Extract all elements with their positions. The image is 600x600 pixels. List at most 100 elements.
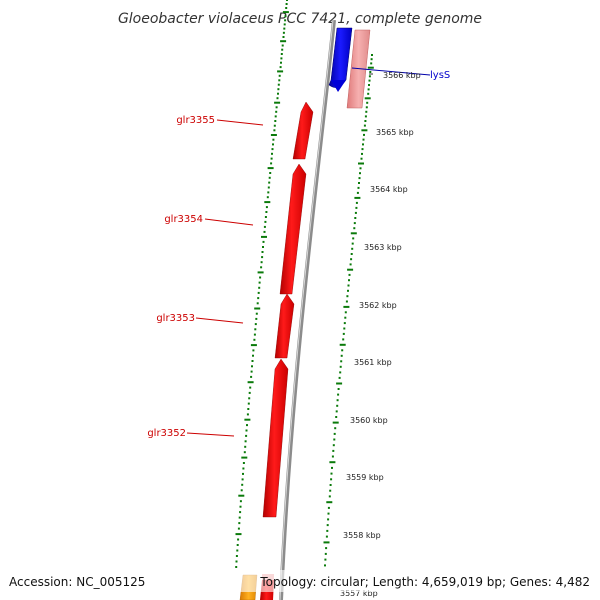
- gc-dot: [283, 23, 286, 26]
- gc-dot: [285, 3, 288, 5]
- gc-dot: [262, 240, 265, 243]
- gc-dot: [358, 162, 364, 165]
- gc-dot: [342, 338, 345, 341]
- gc-dot: [341, 349, 344, 352]
- label-glr3355[interactable]: glr3355: [176, 115, 215, 126]
- gc-dot: [370, 58, 373, 61]
- gc-dot: [241, 456, 248, 459]
- gc-dot: [244, 440, 247, 443]
- gc-dot: [284, 19, 287, 22]
- gc-dot: [273, 124, 276, 127]
- gc-dot: [244, 445, 247, 448]
- gc-dot: [250, 370, 253, 373]
- gc-dot: [328, 495, 331, 498]
- gc-dot: [329, 484, 332, 486]
- gc-dot: [354, 217, 357, 219]
- gc-dot: [327, 518, 330, 521]
- gc-dot: [330, 472, 333, 475]
- gc-dot: [368, 79, 371, 82]
- label-glr3352[interactable]: glr3352: [147, 428, 186, 439]
- gc-dot: [281, 44, 284, 47]
- gc-dot: [357, 186, 360, 189]
- gc-dot: [264, 220, 267, 223]
- gc-dot: [361, 129, 368, 132]
- gc-dot: [273, 129, 276, 132]
- gc-dot: [338, 376, 341, 379]
- gc-dot: [263, 230, 266, 233]
- gc-dot: [332, 449, 335, 452]
- gc-dot: [358, 182, 360, 184]
- gc-dot: [327, 506, 330, 509]
- gc-dot: [363, 124, 366, 127]
- gc-dot: [244, 418, 251, 421]
- gc-dot: [235, 533, 242, 536]
- gc-dot: [255, 312, 258, 315]
- gc-dot: [252, 354, 254, 357]
- gc-dot: [258, 286, 261, 289]
- gc-dot: [329, 461, 336, 464]
- gene-labels: lysS glr3355 glr3354 glr3353 glr3352: [147, 67, 450, 439]
- gc-dot: [326, 529, 329, 532]
- gc-dot: [348, 279, 350, 282]
- gc-dot: [352, 237, 355, 240]
- gc-dot: [371, 54, 373, 56]
- gc-dot: [324, 558, 327, 561]
- gc-dot: [246, 413, 249, 416]
- tick-label: 3565 kbp: [376, 128, 414, 137]
- gc-dot: [330, 478, 333, 481]
- map-title: Gloeobacter violaceus PCC 7421, complete…: [118, 11, 482, 27]
- gc-dot: [274, 101, 281, 104]
- gc-dot: [265, 206, 268, 209]
- gc-dot: [284, 15, 287, 18]
- gc-dot: [262, 246, 264, 248]
- gc-dot: [350, 232, 357, 235]
- gc-dot: [267, 167, 274, 170]
- tick-label: 3564 kbp: [370, 185, 408, 194]
- gc-dot: [363, 133, 365, 136]
- gc-dot: [370, 62, 373, 65]
- gc-dot: [254, 323, 257, 326]
- gc-dot: [248, 397, 251, 400]
- gc-dot: [368, 84, 370, 86]
- gc-dot: [339, 365, 342, 368]
- gc-dot: [241, 483, 244, 486]
- gc-dot: [351, 247, 354, 250]
- gc-dot: [326, 524, 329, 527]
- gc-dot: [271, 148, 274, 151]
- gc-dot: [272, 138, 275, 141]
- gene-glr3352[interactable]: [262, 358, 289, 518]
- gc-dot: [255, 317, 258, 320]
- gene-glr3354[interactable]: [279, 163, 307, 295]
- gc-dot: [268, 176, 271, 179]
- gc-dot: [331, 455, 334, 458]
- gc-dot: [335, 410, 338, 413]
- gc-dot: [263, 225, 266, 228]
- gc-dot: [332, 444, 335, 447]
- gc-dot: [339, 343, 346, 346]
- gc-dot: [257, 271, 264, 274]
- gc-dot: [242, 462, 245, 464]
- gc-dot: [257, 297, 260, 300]
- gc-dot: [277, 70, 284, 73]
- gc-dot: [235, 566, 238, 568]
- gc-dot: [343, 305, 350, 308]
- gc-dot: [354, 196, 361, 199]
- gene-glr3353[interactable]: [274, 293, 295, 359]
- gc-dot: [251, 360, 254, 362]
- gc-dot: [238, 522, 241, 525]
- gc-dot: [364, 97, 371, 100]
- gc-dot: [242, 467, 245, 470]
- label-glr3353[interactable]: glr3353: [156, 313, 195, 324]
- gc-dot: [355, 206, 358, 209]
- gc-dot: [261, 235, 267, 238]
- label-lysS[interactable]: lysS: [430, 70, 450, 81]
- gc-dot: [336, 382, 343, 385]
- gc-dot: [254, 328, 257, 331]
- gc-dot: [281, 48, 284, 51]
- gc-dot: [343, 322, 346, 325]
- gene-glr3355[interactable]: [292, 101, 314, 160]
- label-glr3354[interactable]: glr3354: [164, 214, 203, 225]
- gc-dot: [336, 399, 339, 402]
- gc-dot: [344, 311, 347, 314]
- gc-dot: [361, 148, 364, 151]
